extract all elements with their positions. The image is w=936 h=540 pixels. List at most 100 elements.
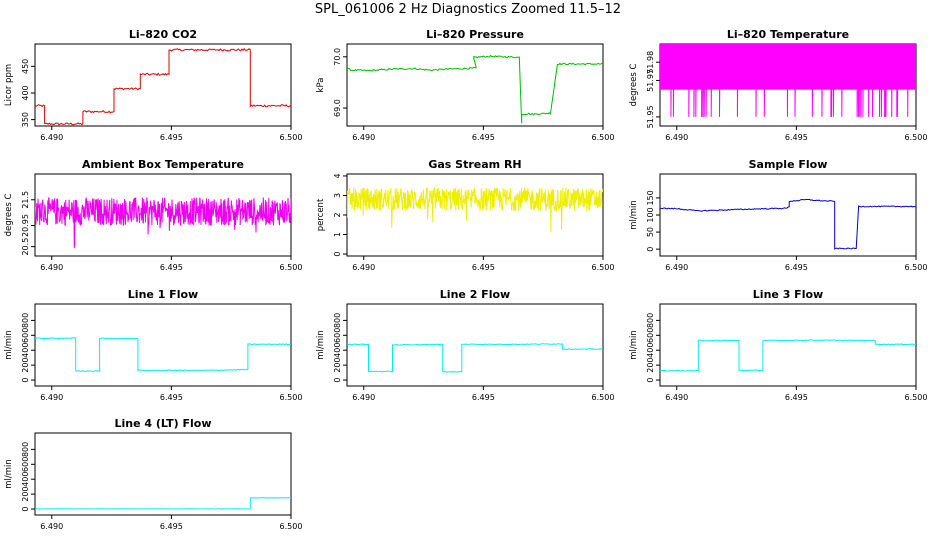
y-tick-label: 400 (21, 343, 30, 358)
y-tick-label: 0 (21, 506, 30, 511)
figure-title: SPL_061006 2 Hz Diagnostics Zoomed 11.5–… (314, 2, 622, 17)
y-axis-label: degrees C (629, 64, 639, 107)
y-tick-label: 51.95 (646, 105, 655, 128)
y-tick-label: 100 (646, 207, 655, 222)
y-tick-label: 3 (333, 193, 342, 198)
x-tick-label: 6.500 (280, 133, 303, 142)
y-tick-label: 200 (333, 357, 342, 372)
y-tick-label: 1 (333, 232, 342, 237)
y-tick-label: 200 (646, 357, 655, 372)
panel-title: Line 4 (LT) Flow (115, 417, 212, 430)
series-line (35, 196, 291, 249)
y-tick-label: 800 (333, 313, 342, 328)
y-tick-label: 200 (21, 486, 30, 501)
x-tick-label: 6.490 (665, 263, 688, 272)
y-tick-label: 20.95 (21, 214, 30, 237)
series-line (347, 54, 603, 124)
y-tick-label: 51.97 (646, 69, 655, 92)
plot-frame (659, 173, 917, 257)
x-tick-label: 6.500 (592, 263, 615, 272)
y-axis-label: percent (316, 198, 326, 231)
plot-frame (34, 43, 292, 127)
panel-10: Line 4 (LT) Flow 6.490 6.495 6.500 0 20040060… (4, 417, 302, 531)
plot-frame (659, 303, 917, 387)
plot-frame (346, 43, 604, 127)
x-tick-label: 6.500 (592, 393, 615, 402)
x-tick-label: 6.490 (40, 393, 63, 402)
y-tick-label: 600 (21, 328, 30, 343)
x-tick-label: 6.495 (785, 263, 808, 272)
plot-frame (34, 303, 292, 387)
x-tick-label: 6.495 (472, 393, 495, 402)
series-line (660, 44, 916, 117)
x-tick-label: 6.495 (785, 393, 808, 402)
y-tick-label: 51.98 (646, 51, 655, 74)
x-tick-label: 6.490 (665, 393, 688, 402)
x-tick-label: 6.500 (592, 133, 615, 142)
panel-2: Li–820 Pressure 6.490 6.495 6.500 69.0 70.0 kP… (316, 28, 614, 142)
y-tick-label: 800 (646, 313, 655, 328)
panel-3: Li–820 Temperature 6.490 6.495 6.500 51.95 51… (629, 28, 927, 142)
y-tick-label: 4 (333, 173, 342, 178)
y-tick-label: 400 (21, 85, 30, 100)
y-tick-label: 70.0 (333, 48, 342, 66)
series-line (35, 48, 291, 126)
y-axis-label: Licor ppm (4, 64, 14, 106)
y-tick-label: 20.5 (21, 238, 30, 256)
x-tick-label: 6.490 (352, 133, 375, 142)
x-tick-label: 6.495 (472, 263, 495, 272)
y-tick-label: 800 (21, 313, 30, 328)
y-tick-label: 450 (21, 59, 30, 74)
panel-title: Li–820 CO2 (129, 28, 197, 41)
series-line (660, 198, 916, 250)
x-tick-label: 6.495 (160, 393, 183, 402)
panel-title: Line 1 Flow (128, 288, 198, 301)
x-tick-label: 6.490 (352, 263, 375, 272)
plot-frame (34, 432, 292, 516)
panel-title: Gas Stream RH (428, 158, 521, 171)
y-tick-label: 69.0 (333, 99, 342, 117)
panel-5: Gas Stream RH 6.490 6.495 6.500 0 1 2 3 4 percent (316, 158, 614, 272)
series-line (660, 339, 916, 372)
panel-title: Line 3 Flow (753, 288, 823, 301)
x-tick-label: 6.490 (40, 263, 63, 272)
y-axis-label: ml/min (316, 330, 326, 360)
y-tick-label: 0 (21, 377, 30, 382)
series-line (35, 337, 291, 372)
x-tick-label: 6.490 (352, 393, 375, 402)
plot-frame (346, 303, 604, 387)
y-tick-label: 600 (646, 328, 655, 343)
panel-title: Sample Flow (749, 158, 828, 171)
x-tick-label: 6.500 (280, 263, 303, 272)
y-axis-label: ml/min (4, 330, 14, 360)
x-tick-label: 6.500 (280, 522, 303, 531)
panel-6: Sample Flow 6.490 6.495 6.500 0 50 100 150 ml/mi… (629, 158, 927, 272)
y-axis-label: kPa (316, 78, 326, 93)
y-tick-label: 150 (646, 190, 655, 205)
y-tick-label: 0 (333, 252, 342, 257)
panel-1: Li–820 CO2 6.490 6.495 6.500 350 400 450 Licor … (4, 28, 302, 142)
y-tick-label: 400 (21, 472, 30, 487)
panel-title: Ambient Box Temperature (82, 158, 244, 171)
y-tick-label: 2 (333, 212, 342, 217)
panel-title: Line 2 Flow (440, 288, 510, 301)
y-tick-label: 0 (333, 377, 342, 382)
y-tick-label: 600 (21, 457, 30, 472)
panel-4: Ambient Box Temperature 6.490 6.495 6.500 20… (4, 158, 302, 272)
x-tick-label: 6.490 (665, 133, 688, 142)
x-tick-label: 6.495 (160, 522, 183, 531)
series-line (347, 186, 603, 233)
series-line (347, 343, 603, 373)
panel-title: Li–820 Pressure (426, 28, 524, 41)
y-tick-label: 400 (646, 343, 655, 358)
x-tick-label: 6.500 (905, 133, 928, 142)
y-axis-label: ml/min (4, 459, 14, 489)
y-axis-label: degrees C (4, 194, 14, 237)
y-tick-label: 21.5 (21, 191, 30, 209)
x-tick-label: 6.495 (472, 133, 495, 142)
y-tick-label: 600 (333, 328, 342, 343)
y-tick-label: 800 (21, 442, 30, 457)
